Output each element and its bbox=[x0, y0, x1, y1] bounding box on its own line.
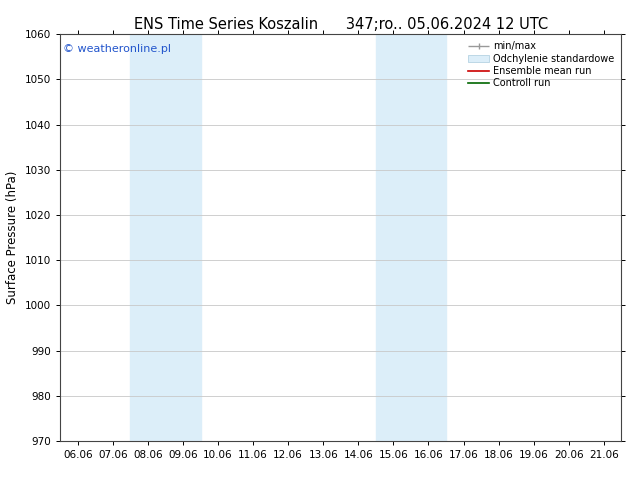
Legend: min/max, Odchylenie standardowe, Ensemble mean run, Controll run: min/max, Odchylenie standardowe, Ensembl… bbox=[466, 39, 616, 90]
Bar bbox=[131, 34, 200, 441]
Y-axis label: Surface Pressure (hPa): Surface Pressure (hPa) bbox=[6, 171, 20, 304]
Title: ENS Time Series Koszalin      347;ro.. 05.06.2024 12 UTC: ENS Time Series Koszalin 347;ro.. 05.06.… bbox=[134, 17, 548, 32]
Bar bbox=[376, 34, 446, 441]
Text: © weatheronline.pl: © weatheronline.pl bbox=[63, 45, 171, 54]
